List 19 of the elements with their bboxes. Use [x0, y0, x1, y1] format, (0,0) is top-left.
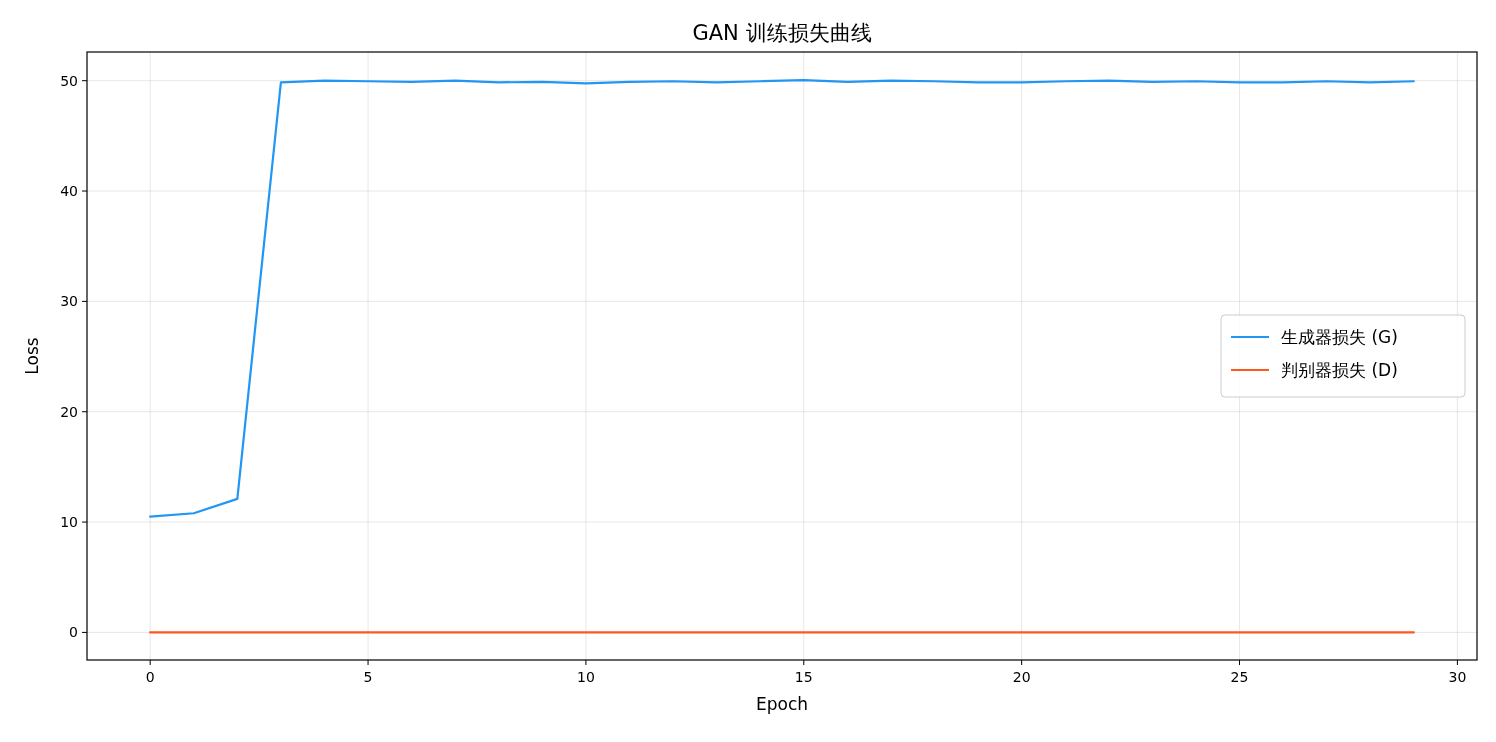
x-tick-label: 0 [145, 669, 155, 685]
line-series [149, 79, 1415, 518]
x-tick-label: 10 [577, 669, 595, 685]
y-tick-label: 40 [60, 183, 78, 200]
x-tick-label: 20 [1012, 669, 1031, 685]
x-axis-title: Epoch [755, 694, 809, 714]
y-axis-title: Loss [22, 337, 42, 375]
y-tick-label: 30 [60, 293, 78, 310]
y-tick-label: 10 [60, 514, 78, 531]
x-tick-label: 5 [363, 669, 373, 685]
x-tick-label: 25 [1230, 669, 1249, 685]
y-tick-label: 0 [69, 624, 78, 641]
y-tick-label: 50 [60, 72, 78, 89]
x-tick-label: 30 [1448, 669, 1467, 685]
legend-label: 判别器损失 (D) [1281, 360, 1398, 380]
x-tick-label: 15 [794, 669, 813, 685]
chart-title: GAN 训练损失曲线 [692, 21, 872, 45]
y-tick-label: 20 [60, 403, 78, 420]
legend-label: 生成器损失 (G) [1281, 327, 1398, 347]
